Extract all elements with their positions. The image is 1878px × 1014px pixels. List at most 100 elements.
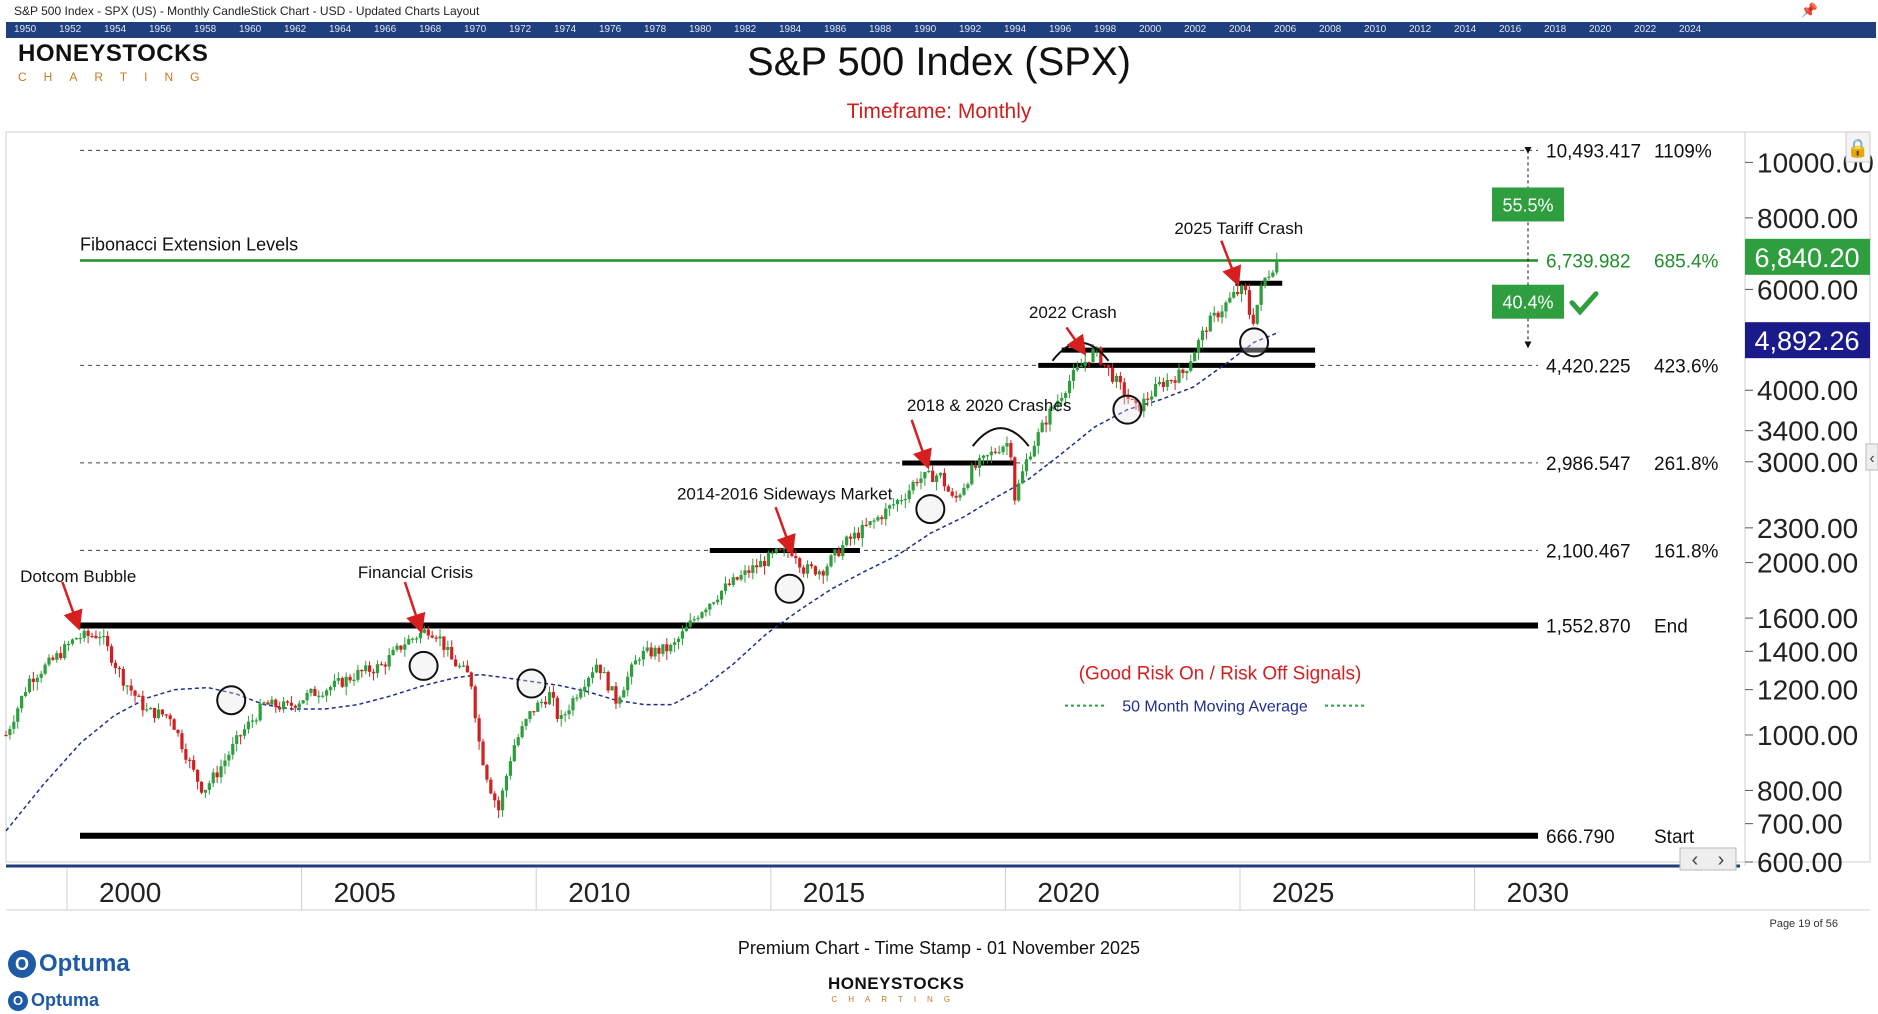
candle-body: [543, 701, 548, 705]
y-tick-label: 3000.00: [1757, 447, 1858, 478]
candle-body: [766, 552, 771, 567]
candle-body: [430, 635, 434, 638]
candle-body: [931, 470, 935, 482]
scroll-buttons[interactable]: [1679, 847, 1737, 871]
y-tick-label: 2000.00: [1757, 548, 1858, 579]
timeline-year: 1982: [734, 24, 757, 35]
top-arc: [971, 427, 1030, 447]
candle-body: [407, 638, 411, 645]
candle-body: [106, 635, 110, 647]
annotation-arrow: [1220, 240, 1242, 287]
right-scroll-button[interactable]: [1865, 443, 1878, 471]
candle-body: [481, 741, 485, 766]
candle-body: [1083, 361, 1087, 366]
scroll-left-icon[interactable]: ‹: [1692, 849, 1699, 871]
candle-body: [731, 577, 735, 585]
candle-body: [411, 638, 415, 640]
x-tick-label: 2025: [1272, 877, 1334, 908]
timeline-year: 1964: [329, 24, 352, 35]
candle-body: [1048, 408, 1052, 425]
measure-box: [1492, 187, 1564, 222]
candle-body: [246, 721, 251, 730]
candle-body: [262, 702, 266, 704]
candle-body: [571, 698, 575, 711]
fib-level-value: 2,986.547: [1546, 454, 1631, 475]
candle-body: [657, 647, 661, 654]
candle-body: [1110, 368, 1115, 382]
candle-body: [1040, 422, 1044, 433]
ma-touch-circle: [915, 494, 946, 525]
candle-body: [1185, 370, 1189, 374]
timeline-year: 1978: [644, 24, 667, 35]
timeline-navigator[interactable]: 1950 1952 1954 1956 1958 1960 1962 1964 1966 1968…: [6, 22, 1876, 38]
lock-icon: 🔒: [1847, 138, 1869, 158]
candle-body: [16, 708, 20, 722]
candle-body: [78, 638, 82, 640]
candle-body: [1173, 380, 1177, 383]
scroll-right-icon[interactable]: ›: [1718, 849, 1725, 871]
timeline-year: 2012: [1409, 24, 1432, 35]
candle-body: [70, 639, 75, 644]
candle-body: [974, 465, 978, 468]
candle-body: [1071, 369, 1076, 381]
fib-title: Fibonacci Extension Levels: [80, 234, 298, 254]
candle-body: [235, 735, 239, 744]
candle-body: [231, 743, 235, 755]
candle-body: [211, 772, 215, 784]
timeline-year: 1988: [869, 24, 892, 35]
candle-body: [1079, 365, 1083, 368]
candle-body: [676, 638, 681, 643]
candle-body: [27, 678, 32, 693]
candle-body: [704, 609, 708, 613]
candle-body: [278, 707, 282, 710]
candle-body: [1107, 364, 1111, 369]
candle-body: [98, 637, 102, 639]
candle-body: [1189, 361, 1193, 371]
candle-body: [1181, 369, 1185, 374]
candle-body: [567, 710, 571, 715]
candle-body: [1196, 340, 1201, 353]
timeline-year: 1996: [1049, 24, 1072, 35]
candle-body: [864, 524, 868, 527]
lock-button[interactable]: [1845, 131, 1871, 163]
candle-body: [1259, 285, 1263, 305]
candle-body: [344, 676, 348, 687]
candle-body: [848, 536, 853, 539]
candle-body: [555, 697, 559, 719]
candle-body: [51, 657, 55, 660]
candle-body: [891, 504, 896, 506]
candle-body: [641, 650, 645, 660]
fib-level-value: 666.790: [1546, 827, 1615, 848]
candle-body: [59, 653, 63, 659]
candle-body: [117, 667, 121, 670]
candle-body: [1099, 347, 1103, 365]
candle-body: [434, 637, 438, 639]
x-tick-label: 2030: [1507, 877, 1569, 908]
candle-body: [266, 702, 270, 705]
candle-body: [727, 583, 731, 585]
measure-box: [1492, 284, 1564, 319]
candle-body: [590, 672, 595, 678]
candle-body: [66, 643, 71, 646]
annotation-arrow: [1065, 326, 1087, 356]
pin-icon[interactable]: 📌: [1800, 2, 1818, 18]
candle-body: [164, 714, 168, 716]
timeline-year: 1954: [104, 24, 127, 35]
candle-body: [156, 709, 161, 719]
timeline-year: 1998: [1094, 24, 1117, 35]
candle-body: [751, 565, 755, 573]
candle-body: [113, 662, 118, 668]
candle-body: [813, 566, 817, 575]
candle-body: [985, 455, 990, 457]
timeline-year: 2018: [1544, 24, 1567, 35]
candle-body: [1232, 291, 1236, 298]
candle-body: [958, 494, 962, 498]
candle-body: [1153, 384, 1158, 397]
candle-body: [250, 720, 254, 722]
timeline-year: 1962: [284, 24, 307, 35]
candle-body: [1212, 312, 1216, 316]
candle-body: [465, 665, 469, 673]
candle-body: [680, 631, 685, 639]
candle-body: [399, 645, 403, 650]
